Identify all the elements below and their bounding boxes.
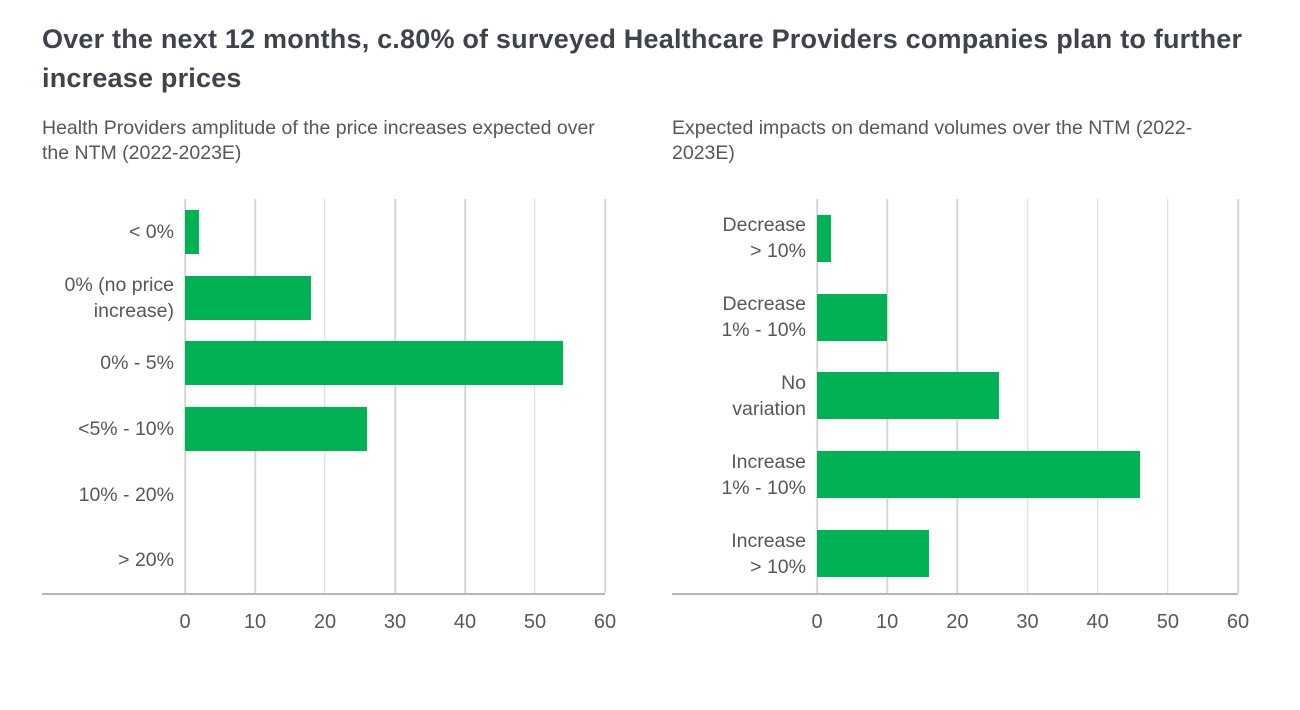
bar	[185, 341, 563, 386]
category-label: Decrease > 10%	[722, 214, 806, 263]
bar-row: 0% (no price increase)	[42, 265, 605, 331]
gridline	[254, 199, 256, 593]
x-axis-tick-label: 40	[453, 611, 477, 633]
bar-track	[817, 435, 1238, 514]
bar-rows-left: < 0% 0% (no price increase) 0% - 5% <5% …	[42, 199, 605, 593]
bar-row: Decrease 1% - 10%	[672, 278, 1238, 357]
bar-track	[185, 527, 605, 593]
bar-track	[817, 357, 1238, 436]
bar-row: <5% - 10%	[42, 396, 605, 462]
category-label: 10% - 20%	[78, 483, 174, 506]
category-label: < 0%	[129, 220, 174, 243]
bar-track	[817, 199, 1238, 278]
x-axis-tick-label: 0	[811, 611, 823, 633]
chart-panel-price-increase-amplitude: Health Providers amplitude of the price …	[42, 116, 616, 647]
bar-rows-right: Decrease > 10% Decrease 1% - 10% No vari…	[672, 199, 1238, 593]
bar-track	[185, 462, 605, 528]
gridlines-left	[184, 199, 606, 593]
gridline	[1026, 199, 1029, 593]
bar	[817, 451, 1140, 499]
bar-track	[185, 265, 605, 331]
chart-panel-demand-impact: Expected impacts on demand volumes over …	[672, 116, 1249, 647]
category-label: <5% - 10%	[78, 417, 174, 440]
x-axis-tick-label: 30	[383, 611, 407, 633]
bar-row: 0% - 5%	[42, 330, 605, 396]
bar-track	[817, 514, 1238, 593]
gridline	[534, 199, 536, 593]
bar	[817, 214, 832, 262]
x-axis-tick-label: 60	[593, 611, 617, 633]
gridline	[1237, 199, 1239, 593]
x-axis-left: 0 10 20 30 40 50 60	[179, 595, 616, 647]
x-axis-tick-label: 50	[1156, 611, 1179, 633]
bar-chart-right: Decrease > 10% Decrease 1% - 10% No vari…	[672, 199, 1239, 595]
bar	[185, 406, 367, 451]
page-title: Over the next 12 months, c.80% of survey…	[42, 24, 1243, 93]
bar-row: Increase 1% - 10%	[672, 435, 1238, 514]
bar-row: < 0%	[42, 199, 605, 265]
x-axis-tick-label: 40	[1086, 611, 1109, 633]
gridline	[464, 199, 466, 593]
x-axis-tick-label: 20	[946, 611, 969, 633]
category-label: 0% - 5%	[100, 352, 174, 375]
bar-row: Increase > 10%	[672, 514, 1238, 593]
bar	[817, 530, 930, 578]
bar	[185, 275, 311, 320]
bar-track	[817, 278, 1238, 357]
category-label: No variation	[732, 371, 806, 420]
gridline	[1096, 199, 1099, 593]
bar-chart-left: < 0% 0% (no price increase) 0% - 5% <5% …	[42, 199, 606, 595]
x-axis-tick-label: 50	[523, 611, 547, 633]
bar-row: Decrease > 10%	[672, 199, 1238, 278]
x-axis-tick-label: 20	[313, 611, 337, 633]
bar-row: No variation	[672, 357, 1238, 436]
category-label: Decrease 1% - 10%	[721, 293, 806, 342]
gridline	[394, 199, 396, 593]
gridline	[324, 199, 326, 593]
x-axis-right: 0 10 20 30 40 50 60	[811, 595, 1249, 647]
x-axis-tick-label: 60	[1226, 611, 1250, 633]
category-label: 0% (no price increase)	[64, 273, 174, 322]
bar-track	[185, 330, 605, 396]
chart-subtitle-left: Health Providers amplitude of the price …	[42, 117, 595, 164]
x-axis-tick-label: 10	[876, 611, 899, 633]
chart-subtitle-right: Expected impacts on demand volumes over …	[672, 117, 1193, 164]
gridline	[184, 199, 186, 593]
bar	[817, 372, 1000, 420]
x-axis-tick-label: 30	[1016, 611, 1039, 633]
bar-row: > 20%	[42, 527, 605, 593]
x-axis-tick-label: 10	[243, 611, 267, 633]
gridline	[604, 199, 606, 593]
gridline	[1167, 199, 1169, 593]
charts-container: Health Providers amplitude of the price …	[42, 116, 1300, 647]
bar-track	[185, 396, 605, 462]
x-axis-tick-label: 0	[179, 611, 191, 633]
bar-row: 10% - 20%	[42, 462, 605, 528]
bar	[185, 209, 199, 254]
bar	[817, 293, 888, 341]
bar-track	[185, 199, 605, 265]
category-label: > 20%	[118, 549, 174, 572]
category-label: Increase 1% - 10%	[721, 450, 806, 499]
category-label: Increase > 10%	[731, 529, 806, 578]
